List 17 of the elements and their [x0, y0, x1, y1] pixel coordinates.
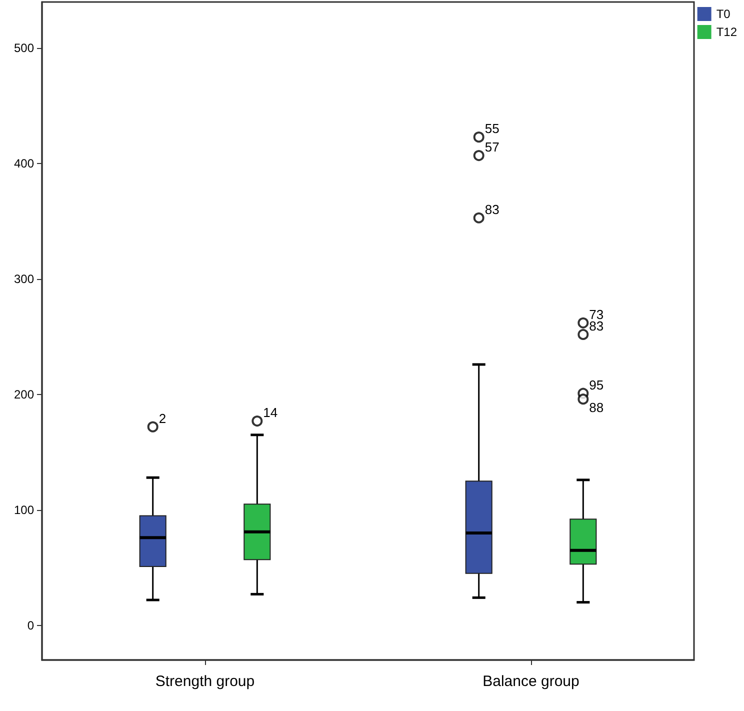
y-tick-label: 500	[14, 41, 34, 56]
y-tick-label: 0	[27, 618, 34, 632]
legend-label: T12	[716, 25, 738, 39]
annotation: 2	[158, 410, 166, 426]
annotation: 83	[484, 202, 500, 217]
annotation: 88	[589, 400, 604, 416]
x-tick-label: Balance group	[482, 673, 580, 690]
legend-label: T0	[716, 7, 731, 21]
y-tick-label: 400	[14, 156, 34, 171]
annotation: 57	[484, 140, 500, 155]
annotation: 55	[484, 121, 500, 136]
annotation: 95	[589, 377, 604, 392]
x-tick-label: Strength group	[155, 673, 255, 690]
y-tick-label: 300	[14, 272, 34, 286]
y-tick-label: 100	[14, 502, 34, 517]
annotation: 14	[263, 405, 278, 420]
y-tick-label: 200	[14, 387, 34, 402]
